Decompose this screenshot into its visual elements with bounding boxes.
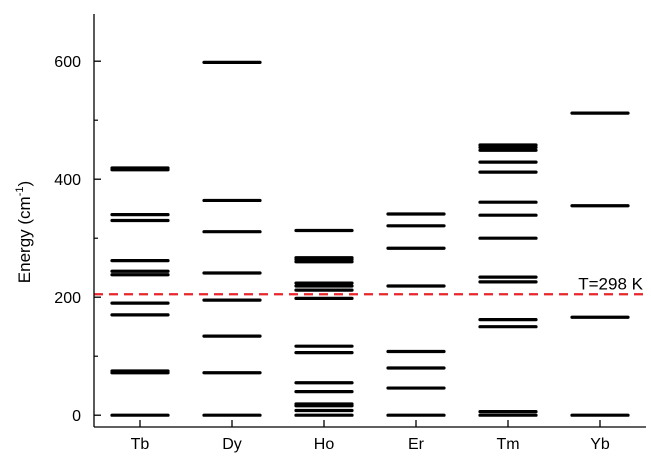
series-yb (570, 111, 630, 417)
reference-line-label: T=298 K (578, 274, 643, 293)
series-ho (294, 228, 354, 417)
series-tb (110, 166, 170, 417)
series-dy (202, 60, 262, 417)
y-tick-label: 600 (54, 54, 81, 71)
x-tick-label-ho: Ho (314, 436, 335, 453)
plot-area (94, 60, 646, 417)
y-axis-title: Energy (cm-1) (14, 181, 34, 283)
x-tick-label-er: Er (408, 436, 425, 453)
x-tick-label-tb: Tb (131, 436, 150, 453)
y-tick-label: 400 (54, 172, 81, 189)
y-tick-label: 0 (72, 408, 81, 425)
x-tick-label-tm: Tm (496, 436, 519, 453)
series-tm (478, 143, 538, 417)
x-tick-label-yb: Yb (590, 436, 610, 453)
x-tick-label-dy: Dy (222, 436, 242, 453)
y-axis-ticks: 0 200 400 600 (54, 54, 101, 425)
y-tick-label: 200 (54, 290, 81, 307)
series-er (386, 212, 446, 417)
x-axis-ticks: Tb Dy Ho Er Tm Yb (131, 420, 610, 453)
